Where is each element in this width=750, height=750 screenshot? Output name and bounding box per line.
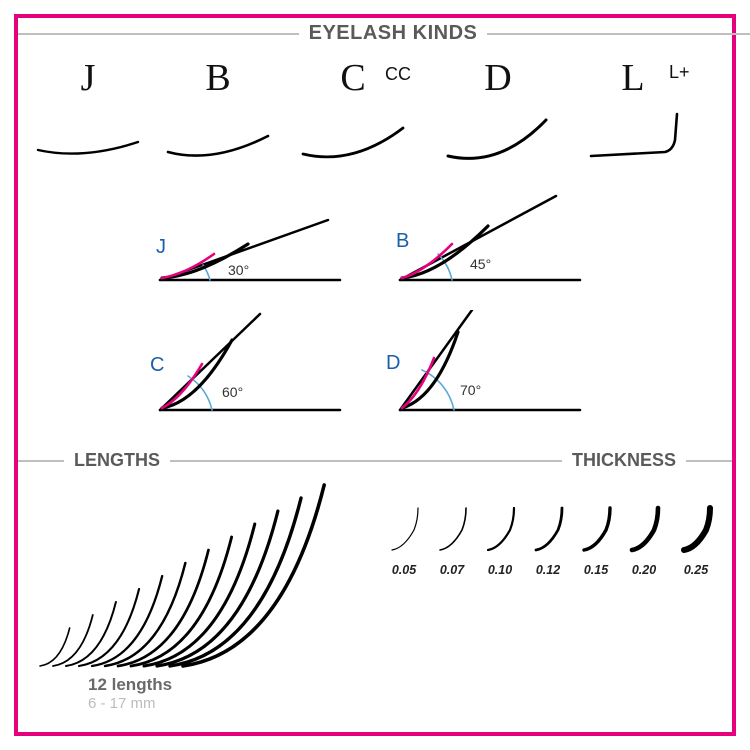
thickness-item: 0.12 [524, 500, 572, 577]
length-arc [40, 628, 70, 666]
thickness-item: 0.05 [380, 500, 428, 577]
angle-letter: J [156, 236, 166, 259]
curl-label: J [28, 56, 148, 100]
curl-sublabel: CC [385, 64, 411, 85]
curl-cell-j: J [28, 56, 148, 165]
thickness-block: 0.050.070.100.120.150.20 0.25 [380, 500, 720, 680]
thickness-lash-icon [524, 500, 572, 554]
thickness-item: 0.15 [572, 500, 620, 577]
curl-shape-icon [28, 100, 148, 160]
thickness-title: THICKNESS [562, 450, 686, 471]
thickness-lash-icon [476, 500, 524, 554]
thickness-label: 0.15 [572, 563, 620, 577]
thickness-label: 0.20 [620, 563, 668, 577]
curl-label: B [158, 56, 278, 100]
rule-right [487, 33, 750, 35]
length-arc [157, 511, 278, 666]
thickness-lash-icon [572, 500, 620, 554]
angle-diagram-icon [380, 180, 590, 300]
curl-cell-b: B [158, 56, 278, 165]
lower-headers: LENGTHS THICKNESS [18, 450, 732, 471]
rule [170, 460, 562, 462]
thickness-label: 0.25 [672, 563, 720, 577]
thickness-item: 0.07 [428, 500, 476, 577]
thickness-lash-icon [672, 500, 720, 554]
curl-sublabel: L+ [669, 62, 690, 83]
thickness-label: 0.07 [428, 563, 476, 577]
angle-degree: 30° [228, 262, 249, 278]
kinds-header: EYELASH KINDS [18, 22, 750, 45]
curl-cell-l: LL+ [573, 56, 693, 165]
curl-shape-icon [293, 100, 413, 160]
length-arc [79, 589, 139, 666]
angle-letter: C [150, 354, 164, 377]
lengths-svg [28, 476, 358, 676]
angle-degree: 60° [222, 384, 243, 400]
curl-cell-d: D [438, 56, 558, 165]
thickness-item: 0.25 [672, 500, 720, 577]
angles-area: J 30° B 45° C 60° D 70° [140, 180, 600, 440]
curl-shape-icon [573, 100, 693, 160]
angle-letter: B [396, 230, 409, 253]
lengths-caption: 12 lengths 6 - 17 mm [88, 675, 172, 712]
kinds-title: EYELASH KINDS [299, 22, 488, 45]
thickness-lash-icon [428, 500, 476, 554]
angle-diagram-icon [380, 310, 590, 430]
lengths-caption-line1: 12 lengths [88, 675, 172, 695]
thickness-label: 0.10 [476, 563, 524, 577]
angle-degree: 70° [460, 382, 481, 398]
curl-shape-icon [438, 100, 558, 160]
angle-cell-b: B 45° [380, 180, 590, 300]
thickness-lash-icon [380, 500, 428, 554]
lengths-caption-line2: 6 - 17 mm [88, 695, 172, 712]
thickness-label: 0.12 [524, 563, 572, 577]
angle-cell-j: J 30° [140, 180, 350, 300]
rule-left [18, 33, 299, 35]
rule [686, 460, 732, 462]
rule [18, 460, 64, 462]
thickness-lash-icon [620, 500, 668, 554]
length-arc [183, 485, 324, 666]
thickness-item: 0.10 [476, 500, 524, 577]
angle-cell-d: D 70° [380, 310, 590, 430]
angle-letter: D [386, 352, 400, 375]
length-arc [53, 615, 93, 666]
lengths-title: LENGTHS [64, 450, 170, 471]
thickness-label: 0.05 [380, 563, 428, 577]
angle-diagram-icon [140, 180, 350, 300]
curls-row: JB CCC D LL+ [28, 56, 722, 166]
thickness-item: 0.20 [620, 500, 668, 577]
angle-degree: 45° [470, 256, 491, 272]
length-arc [118, 550, 208, 666]
curl-shape-icon [158, 100, 278, 160]
curl-cell-c: CCC [293, 56, 413, 165]
angle-diagram-icon [140, 310, 350, 430]
length-arc [105, 563, 185, 666]
lengths-block: 12 lengths 6 - 17 mm [28, 476, 358, 716]
curl-label: D [438, 56, 558, 100]
angle-cell-c: C 60° [140, 310, 350, 430]
